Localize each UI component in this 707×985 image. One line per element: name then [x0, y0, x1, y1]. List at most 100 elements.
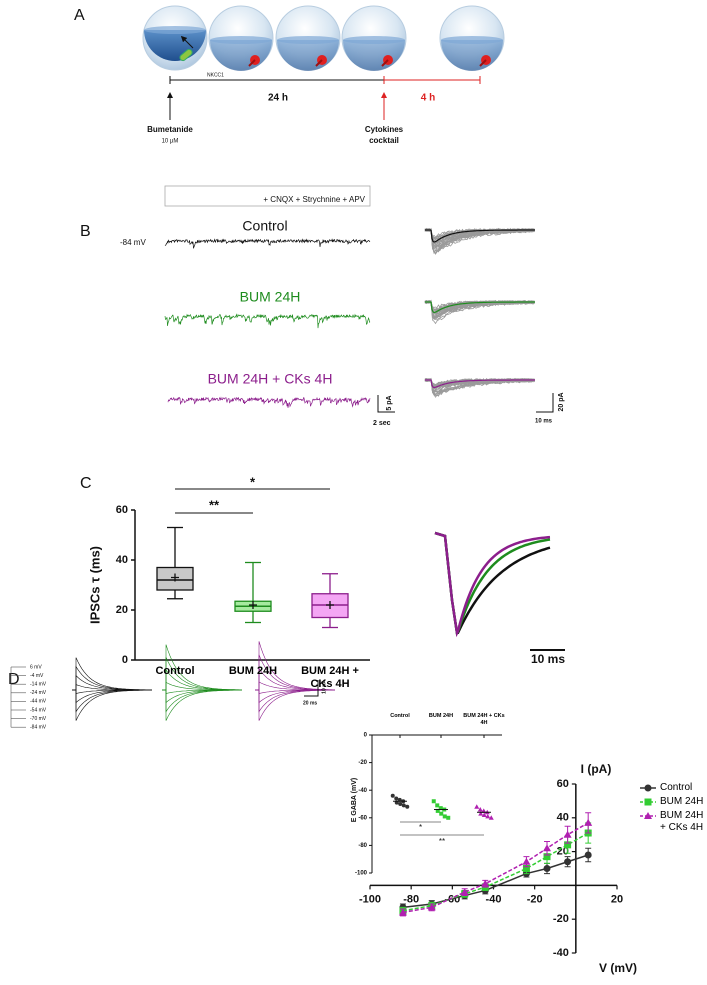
- point: [427, 903, 436, 911]
- scale-label: 10 ms: [531, 652, 565, 666]
- cytokines-label: cocktail: [369, 136, 399, 145]
- step-label: -4 mV: [30, 673, 44, 679]
- point: [563, 830, 572, 838]
- scale-label: 2 sec: [373, 420, 391, 427]
- point: [522, 865, 530, 872]
- point: [442, 814, 447, 819]
- arrow: [180, 35, 194, 49]
- point: [488, 815, 494, 820]
- medium: [343, 40, 405, 71]
- mean: [171, 573, 179, 582]
- step-label: -44 mV: [30, 699, 47, 705]
- point: [390, 793, 395, 798]
- point: [401, 803, 406, 808]
- point: [446, 815, 451, 820]
- point: [431, 799, 436, 804]
- trace: [167, 396, 371, 408]
- current-trace: [255, 689, 336, 721]
- decay-overlay: [434, 531, 551, 638]
- wells: [142, 5, 505, 71]
- y-tick-label: 20: [557, 846, 569, 858]
- transporter-label: NKCC1: [207, 72, 224, 78]
- point: [394, 796, 399, 801]
- y-tick-label: -80: [358, 843, 367, 849]
- y-tick-label: -20: [553, 913, 569, 925]
- current-trace: [72, 689, 152, 713]
- step-label: 6 mV: [30, 664, 42, 670]
- y-tick-label: 20: [116, 604, 128, 616]
- significance: **: [209, 497, 220, 512]
- y-axis-label: IPSCs τ (ms): [87, 546, 102, 624]
- x-tick-label: BUM 24H + CKs 4H: [463, 713, 505, 726]
- surface: [210, 36, 272, 44]
- legend-marker: [644, 784, 652, 792]
- pin: [315, 59, 323, 67]
- holding-label: -84 mV: [120, 238, 146, 247]
- surface: [277, 36, 339, 44]
- y-axis-label: E GABA (mV): [351, 778, 358, 822]
- series-line: [402, 854, 589, 909]
- x-tick-label: -20: [527, 893, 543, 905]
- point: [460, 888, 469, 896]
- point: [439, 811, 444, 816]
- scale-bar: [304, 680, 319, 697]
- panel-label: C: [80, 475, 92, 492]
- bath-box: [164, 185, 371, 207]
- drug-label: Bumetanide: [147, 125, 193, 134]
- surface: [343, 36, 405, 44]
- cytokines-label: Cytokines: [365, 125, 404, 134]
- surface: [144, 26, 206, 34]
- mean: [326, 601, 334, 609]
- step-label: -14 mV: [30, 682, 47, 688]
- point: [478, 811, 484, 816]
- current-trace: [162, 689, 242, 713]
- pin: [248, 59, 256, 67]
- trace: [164, 313, 371, 329]
- significance: *: [250, 474, 256, 489]
- medium: [441, 40, 503, 71]
- x-tick-label: BUM 24H: [228, 665, 278, 677]
- point: [474, 804, 480, 809]
- current-trace: [162, 689, 243, 721]
- pin: [381, 59, 389, 67]
- average-trace: [425, 229, 535, 243]
- condition-label: Control: [242, 218, 287, 234]
- decay-curve: [434, 531, 551, 635]
- y-tick-label: 40: [116, 554, 128, 566]
- series-line: [402, 822, 589, 914]
- mean: [249, 601, 257, 609]
- condition-label: BUM 24H + CKs 4H: [208, 371, 333, 387]
- point: [435, 803, 440, 808]
- step-label: -54 mV: [30, 707, 47, 713]
- trace: [164, 238, 371, 249]
- significance: **: [439, 837, 445, 846]
- point: [481, 808, 487, 813]
- x-axis-label: V (mV): [599, 961, 637, 975]
- scale-label: 20 pA: [558, 392, 565, 411]
- legend-marker: [644, 812, 652, 819]
- step-label: -24 mV: [30, 690, 47, 696]
- y-axis-label: I (pA): [581, 762, 612, 776]
- drug-conc: 10 µM: [162, 139, 179, 145]
- bath-label: + CNQX + Strychnine + APV: [263, 195, 365, 204]
- y-tick-label: -100: [355, 871, 368, 877]
- legend-label: BUM 24H: [660, 796, 704, 807]
- y-tick-label: 60: [116, 504, 128, 516]
- step-label: -70 mV: [30, 716, 47, 722]
- y-tick-label: 0: [364, 733, 368, 739]
- point: [405, 804, 410, 809]
- legend-marker: [644, 798, 652, 806]
- iv-chart: -100 -80 -60 -40 -20 20 -40 -20 20 40 60 I (pA) V (m…: [359, 762, 656, 975]
- panel-label: A: [74, 7, 85, 24]
- decay-curve: [434, 531, 551, 637]
- panel-label: D: [8, 671, 20, 688]
- point: [485, 813, 491, 819]
- medium: [277, 40, 339, 71]
- point: [398, 908, 407, 916]
- point: [522, 857, 531, 865]
- point: [584, 851, 592, 859]
- decay-curve: [434, 531, 551, 638]
